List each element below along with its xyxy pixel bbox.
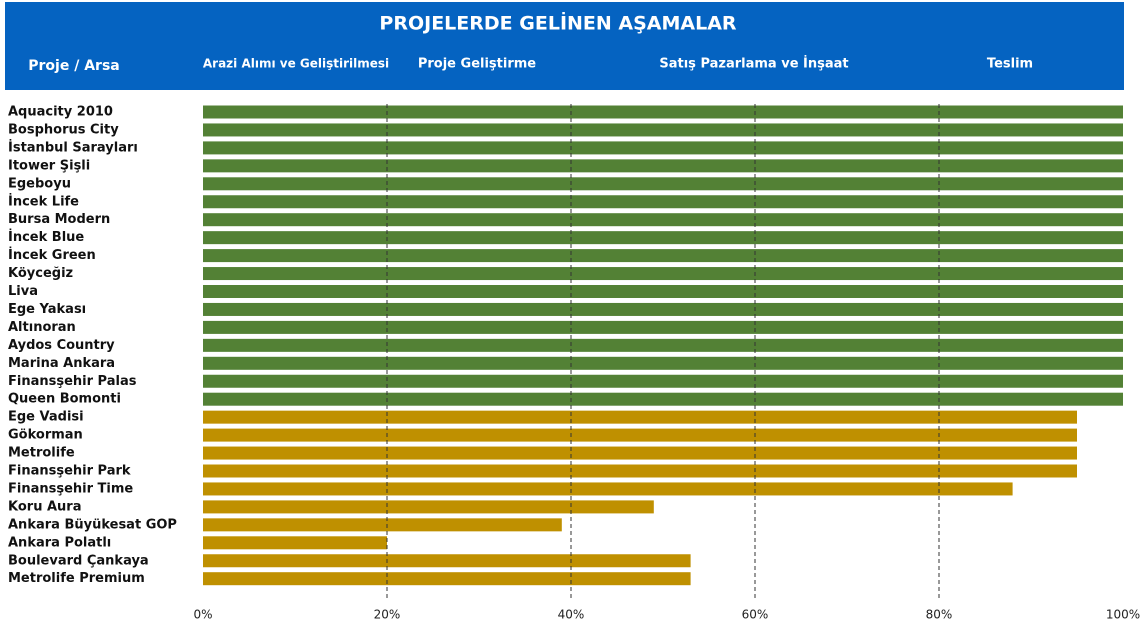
bar <box>203 106 1123 119</box>
bar <box>203 249 1123 262</box>
y-tick-label: Ankara Büyükesat GOP <box>8 517 177 532</box>
y-tick-label: Itower Şişli <box>8 158 90 173</box>
y-tick-label: Altınoran <box>8 320 76 335</box>
y-tick-label: İncek Life <box>8 193 79 209</box>
y-tick-label: Finansşehir Time <box>8 481 133 496</box>
y-tick-label: Bursa Modern <box>8 212 110 227</box>
bar <box>203 339 1123 352</box>
y-tick-label: Boulevard Çankaya <box>8 553 149 568</box>
stage-label: Satış Pazarlama ve İnşaat <box>659 56 848 72</box>
bar <box>203 536 387 549</box>
y-tick-label: Metrolife Premium <box>8 571 145 586</box>
chart: PROJELERDE GELİNEN AŞAMALAR Proje / Arsa… <box>0 0 1146 626</box>
bar <box>203 231 1123 244</box>
x-tick-label: 20% <box>374 608 401 622</box>
bar <box>203 141 1123 154</box>
y-tick-label: Egeboyu <box>8 176 71 191</box>
y-tick-label: Marina Ankara <box>8 356 115 371</box>
y-tick-label: Ankara Polatlı <box>8 535 111 550</box>
y-tick-label: Liva <box>8 284 38 299</box>
bar <box>203 177 1123 190</box>
x-tick-label: 40% <box>558 608 585 622</box>
bar <box>203 572 691 585</box>
x-tick-label: 60% <box>742 608 769 622</box>
chart-title: PROJELERDE GELİNEN AŞAMALAR <box>379 11 737 35</box>
y-tick-label: Koru Aura <box>8 499 81 514</box>
y-tick-label: Metrolife <box>8 446 75 461</box>
bar <box>203 518 562 531</box>
y-tick-label: Finansşehir Park <box>8 464 131 479</box>
bar <box>203 447 1077 460</box>
y-tick-label: Köyceğiz <box>8 266 73 281</box>
stage-label: Arazi Alımı ve Geliştirilmesi <box>203 57 389 71</box>
y-tick-label: Ege Yakası <box>8 302 86 317</box>
bar <box>203 195 1123 208</box>
stage-label: Teslim <box>987 57 1033 72</box>
bar <box>203 375 1123 388</box>
y-tick-label: Ege Vadisi <box>8 410 84 425</box>
x-tick-label: 0% <box>193 608 212 622</box>
bar <box>203 500 654 513</box>
y-tick-label: Aydos Country <box>8 338 115 353</box>
x-tick-label: 100% <box>1106 608 1140 622</box>
bar <box>203 393 1123 406</box>
y-tick-label: İncek Green <box>8 247 96 263</box>
y-tick-label: Aquacity 2010 <box>8 105 113 120</box>
y-tick-label: Queen Bomonti <box>8 392 121 407</box>
bar <box>203 357 1123 370</box>
bar <box>203 465 1077 478</box>
bar <box>203 429 1077 442</box>
category-header: Proje / Arsa <box>28 58 119 74</box>
stage-label: Proje Geliştirme <box>418 57 536 72</box>
bar <box>203 213 1123 226</box>
bar <box>203 123 1123 136</box>
bar <box>203 285 1123 298</box>
y-tick-label: İncek Blue <box>8 229 84 245</box>
bar <box>203 267 1123 280</box>
y-tick-label: Bosphorus City <box>8 122 119 137</box>
bar <box>203 303 1123 316</box>
y-tick-label: Finansşehir Palas <box>8 374 137 389</box>
bar <box>203 321 1123 334</box>
y-tick-label: İstanbul Sarayları <box>8 139 138 155</box>
bar <box>203 159 1123 172</box>
bar <box>203 482 1013 495</box>
y-tick-label: Gökorman <box>8 428 83 443</box>
bar <box>203 411 1077 424</box>
bar <box>203 554 691 567</box>
x-tick-label: 80% <box>926 608 953 622</box>
